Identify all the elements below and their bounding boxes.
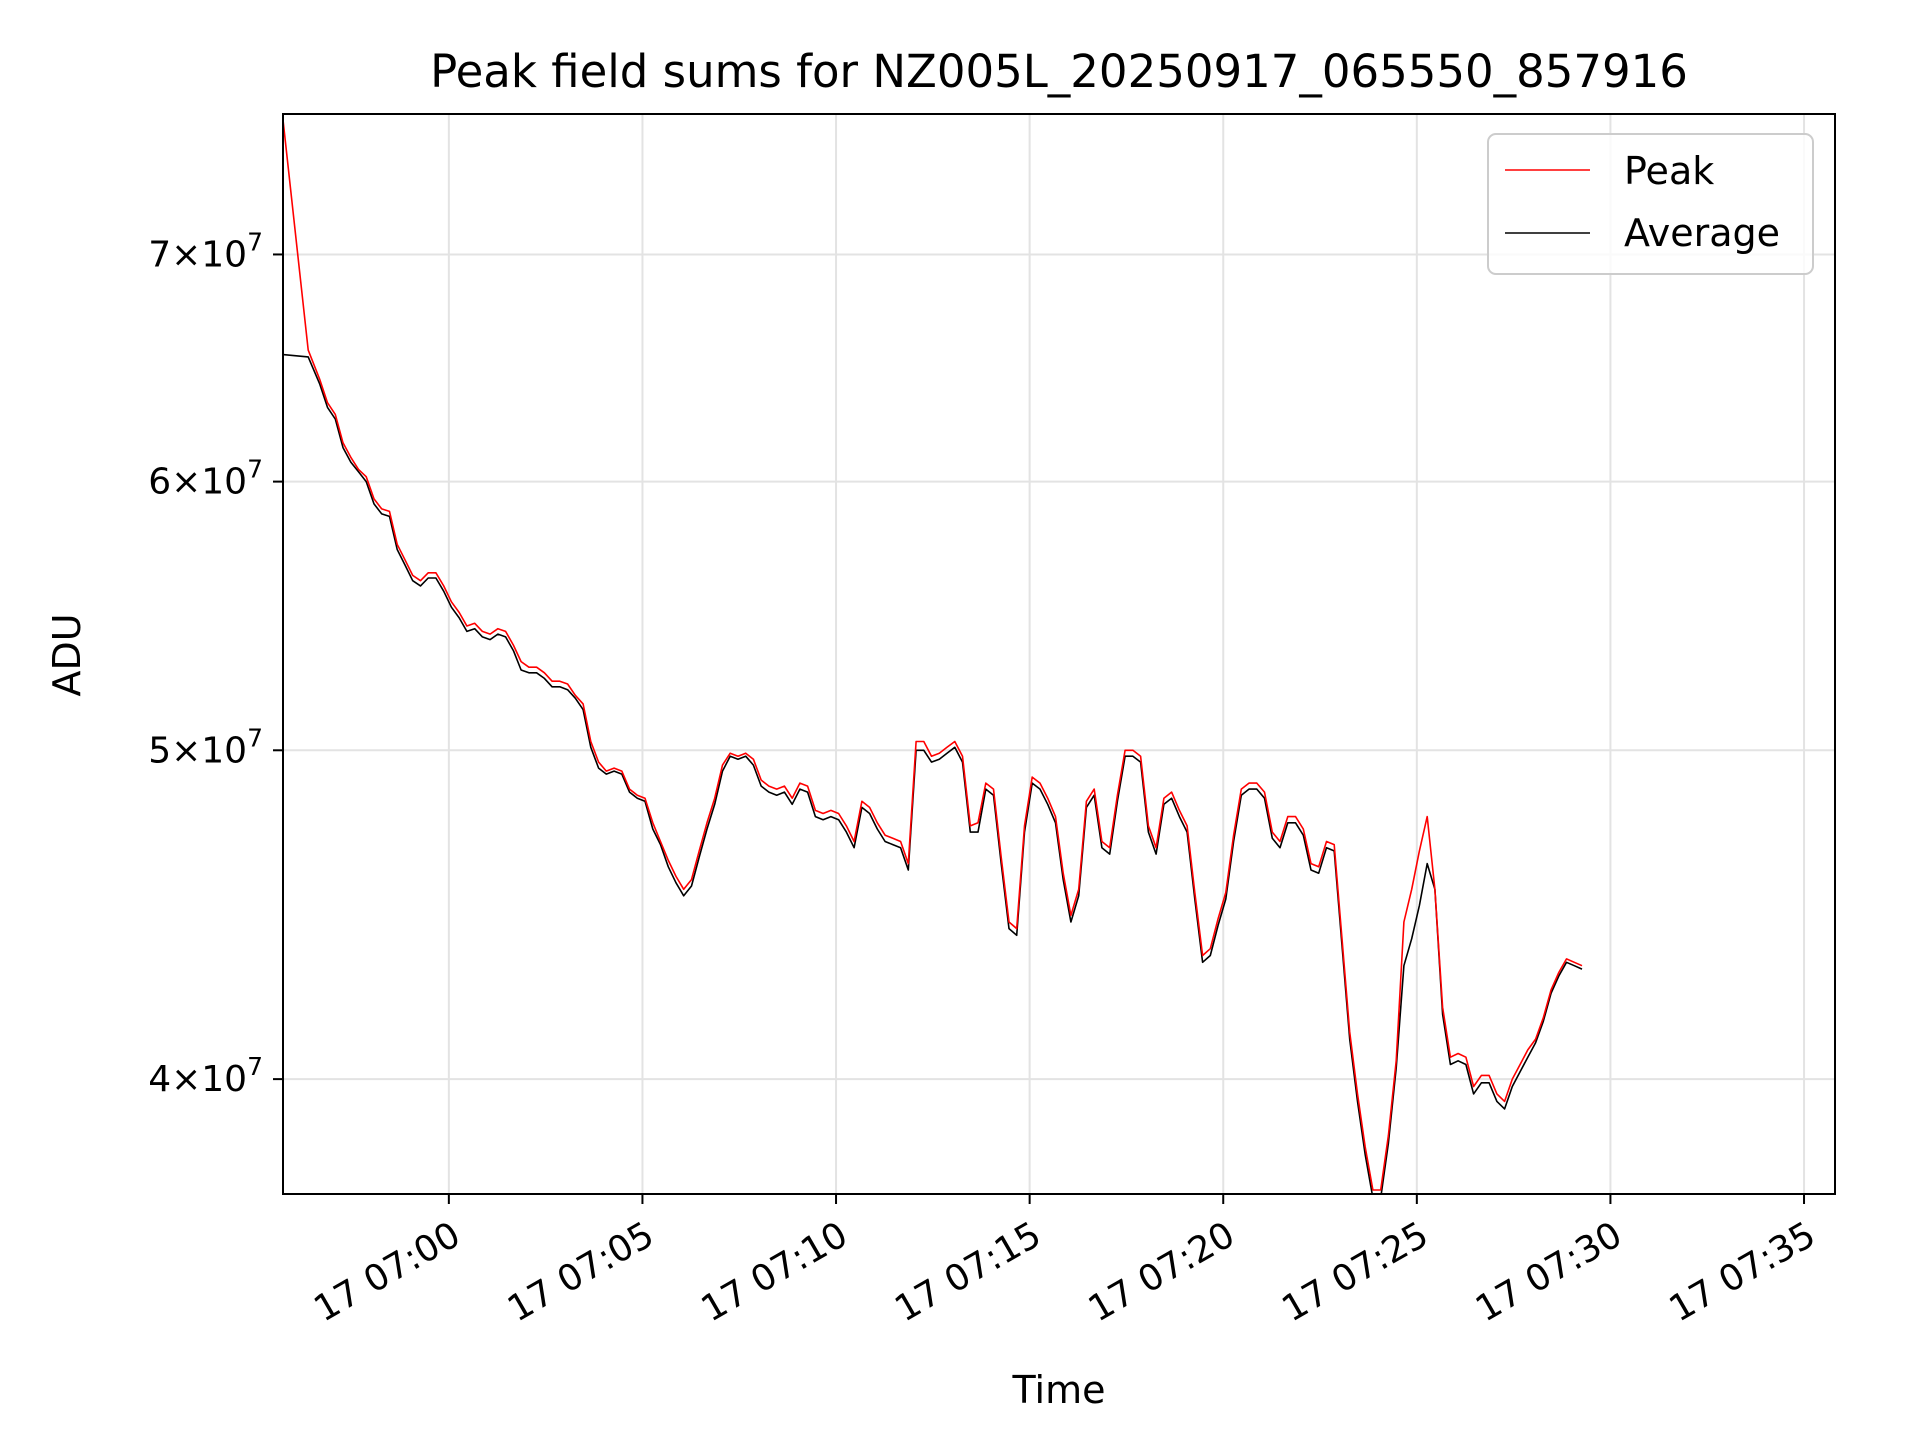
y-axis-label: ADU <box>45 613 89 696</box>
y-tick-base: 10 <box>201 730 247 771</box>
y-tick-label: 6×107 <box>148 455 263 503</box>
y-tick-mantissa: 5 <box>148 730 171 771</box>
y-tick-label: 7×107 <box>148 227 263 275</box>
y-tick-mantissa: 7 <box>148 234 171 275</box>
chart-title: Peak field sums for NZ005L_20250917_0655… <box>430 45 1688 98</box>
series-lines <box>283 119 1583 1194</box>
legend-box <box>1487 133 1814 275</box>
y-tick-base: 10 <box>201 1059 247 1100</box>
y-tick-times-sign: × <box>171 462 201 503</box>
plot-frame <box>282 113 1836 1195</box>
x-axis-label: Time <box>1012 1368 1106 1412</box>
y-tick-mantissa: 4 <box>148 1059 171 1100</box>
y-tick-exponent: 7 <box>247 227 263 256</box>
series-line-average <box>283 353 1583 1194</box>
legend: Peak Average <box>1487 133 1814 275</box>
y-tick-label: 5×107 <box>148 723 263 771</box>
y-tick-exponent: 7 <box>247 1052 263 1081</box>
y-tick-times-sign: × <box>171 234 201 275</box>
series-line-peak <box>283 119 1583 1191</box>
y-tick-times-sign: × <box>171 730 201 771</box>
y-tick-base: 10 <box>201 462 247 503</box>
legend-label-peak: Peak <box>1624 149 1714 193</box>
y-tick-label: 4×107 <box>148 1052 263 1100</box>
y-tick-exponent: 7 <box>247 455 263 484</box>
grid <box>283 114 1835 1194</box>
y-tick-base: 10 <box>201 234 247 275</box>
y-tick-times-sign: × <box>171 1059 201 1100</box>
legend-label-average: Average <box>1624 211 1780 255</box>
y-tick-exponent: 7 <box>247 723 263 752</box>
y-tick-mantissa: 6 <box>148 462 171 503</box>
